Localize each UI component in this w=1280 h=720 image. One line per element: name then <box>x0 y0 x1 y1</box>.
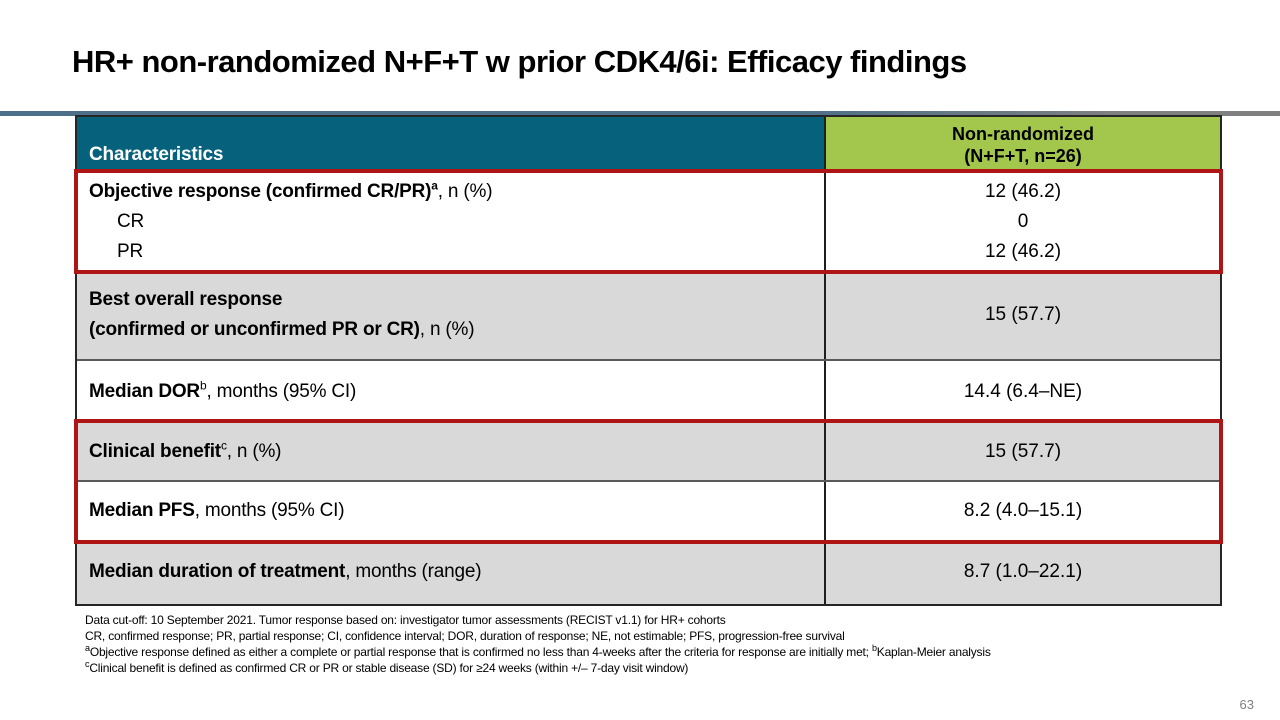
label-rest-text: , months (range) <box>345 561 482 582</box>
subrow-label-cr: CR <box>117 210 145 232</box>
value-median-dor: 14.4 (6.4–NE) <box>963 381 1083 402</box>
label-rest-text: , n (%) <box>419 318 475 340</box>
subrow-label-pr: PR <box>117 240 143 262</box>
footnote-text-kaplan-meier: Kaplan-Meier analysis <box>876 645 991 659</box>
best-overall-line1: Best overall response <box>89 285 824 315</box>
table-row-objective-response: Objective response (confirmed CR/PR)a, n… <box>77 173 1220 270</box>
footnote-superscript-b: b <box>871 643 877 653</box>
label-bold-text: (confirmed or unconfirmed PR or CR) <box>89 318 420 340</box>
footnote-text-clinical-benefit-def: Clinical benefit is defined as confirmed… <box>89 661 689 675</box>
footnotes: Data cut-off: 10 September 2021. Tumor r… <box>85 612 1205 676</box>
table-row-median-pfs: Median PFS, months (95% CI) 8.2 (4.0–15.… <box>77 480 1220 540</box>
label-bold-text: Objective response (confirmed CR/PR) <box>89 180 432 202</box>
row-label-objective-response: Objective response (confirmed CR/PR)a, n… <box>77 173 826 270</box>
row-value-median-duration: 8.7 (1.0–22.1) <box>826 540 1220 604</box>
label-bold-text: Median duration of treatment <box>89 561 346 582</box>
label-bold-text: Clinical benefit <box>89 440 221 462</box>
label-bold-text: Median DOR <box>89 381 200 402</box>
table-row-median-duration: Median duration of treatment, months (ra… <box>77 540 1220 604</box>
footnote-superscript-a: a <box>85 643 90 653</box>
row-value-median-dor: 14.4 (6.4–NE) <box>826 361 1220 423</box>
slide-title: HR+ non-randomized N+F+T w prior CDK4/6i… <box>72 44 967 79</box>
header-cell-cohort: Non-randomized (N+F+T, n=26) <box>826 117 1220 173</box>
page-number: 63 <box>1239 697 1254 712</box>
footnote-data-cutoff: Data cut-off: 10 September 2021. Tumor r… <box>85 613 726 627</box>
footnote-superscript-c: c <box>85 659 90 669</box>
footnote-definition-c: cClinical benefit is defined as confirme… <box>85 660 1205 676</box>
row-value-median-pfs: 8.2 (4.0–15.1) <box>826 482 1220 540</box>
row-value-clinical-benefit: 15 (57.7) <box>826 423 1220 480</box>
table-row-best-overall-response: Best overall response (confirmed or unco… <box>77 270 1220 359</box>
row-label-clinical-benefit: Clinical benefitc, n (%) <box>77 423 826 480</box>
header-characteristics-label: Characteristics <box>89 144 224 165</box>
row-value-objective-response: 12 (46.2) 0 12 (46.2) <box>826 173 1220 270</box>
row-value-best-overall-response: 15 (57.7) <box>826 270 1220 359</box>
title-divider-rule <box>0 111 1280 116</box>
row-label-median-dor: Median DORb, months (95% CI) <box>77 361 826 423</box>
median-pfs-label-line: Median PFS, months (95% CI) <box>89 500 824 522</box>
label-superscript: a <box>431 178 438 193</box>
efficacy-table: Characteristics Non-randomized (N+F+T, n… <box>74 115 1223 606</box>
footnote-text-objective-def: Objective response defined as either a c… <box>89 645 872 659</box>
label-bold-text: Median PFS <box>89 500 195 521</box>
label-superscript: b <box>199 378 207 393</box>
value-median-duration: 8.7 (1.0–22.1) <box>963 561 1083 582</box>
value-clinical-benefit: 15 (57.7) <box>984 440 1062 462</box>
label-rest-text: , n (%) <box>437 180 493 202</box>
median-duration-label-line: Median duration of treatment, months (ra… <box>89 561 824 583</box>
label-rest-text: , months (95% CI) <box>206 381 357 402</box>
footnote-definitions-ab: aObjective response defined as either a … <box>85 644 1205 660</box>
value-objective-response: 12 (46.2) <box>984 180 1062 202</box>
label-rest-text: , n (%) <box>226 440 282 462</box>
row-label-best-overall-response: Best overall response (confirmed or unco… <box>77 270 826 359</box>
table-row-median-dor: Median DORb, months (95% CI) 14.4 (6.4–N… <box>77 359 1220 423</box>
row-label-median-duration: Median duration of treatment, months (ra… <box>77 540 826 604</box>
value-median-pfs: 8.2 (4.0–15.1) <box>963 500 1083 521</box>
footnote-abbreviations: CR, confirmed response; PR, partial resp… <box>85 629 845 643</box>
header-cohort-line1: Non-randomized <box>952 124 1094 144</box>
median-dor-label-line: Median DORb, months (95% CI) <box>89 378 824 403</box>
header-cohort-line2: (N+F+T, n=26) <box>964 146 1082 166</box>
value-cr: 0 <box>1017 210 1029 232</box>
table-header-row: Characteristics Non-randomized (N+F+T, n… <box>77 117 1220 173</box>
label-rest-text: , months (95% CI) <box>194 500 345 521</box>
best-overall-line2: (confirmed or unconfirmed PR or CR), n (… <box>89 315 824 345</box>
row-label-median-pfs: Median PFS, months (95% CI) <box>77 482 826 540</box>
label-superscript: c <box>220 438 227 453</box>
table-row-clinical-benefit: Clinical benefitc, n (%) 15 (57.7) <box>77 423 1220 480</box>
value-best-overall-response: 15 (57.7) <box>984 303 1062 325</box>
header-cell-characteristics: Characteristics <box>77 117 826 173</box>
objective-response-label-line: Objective response (confirmed CR/PR)a, n… <box>89 177 824 207</box>
label-bold-text: Best overall response <box>89 288 283 310</box>
clinical-benefit-label-line: Clinical benefitc, n (%) <box>89 438 824 463</box>
value-pr: 12 (46.2) <box>984 240 1062 262</box>
